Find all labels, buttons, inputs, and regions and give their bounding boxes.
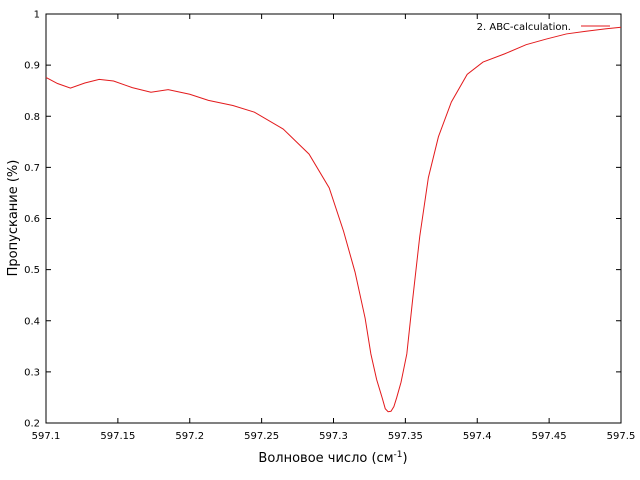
x-tick-label: 597.15	[100, 431, 135, 442]
x-tick-label: 597.1	[32, 431, 61, 442]
y-tick-label: 0.9	[24, 61, 40, 72]
legend: 2. ABC-calculation.	[477, 22, 610, 33]
y-axis-ticks: 0.2 0.3 0.4 0.5 0.6 0.7 0.8 0.9 1	[24, 10, 621, 430]
y-tick-label: 0.4	[24, 316, 40, 327]
y-tick-label: 0.8	[24, 112, 40, 123]
y-tick-label: 0.7	[24, 163, 40, 174]
x-axis-title-main: Волновое число (см	[258, 451, 393, 466]
legend-label: 2. ABC-calculation.	[477, 22, 571, 33]
series-line	[45, 26, 622, 413]
y-tick-label: 1	[34, 10, 40, 21]
x-tick-label: 597.45	[532, 431, 567, 442]
y-tick-label: 0.6	[24, 214, 40, 225]
y-axis-title: Пропускание (%)	[6, 160, 21, 277]
x-axis-title: Волновое число (см-1)	[258, 450, 407, 466]
x-axis-title-suffix: )	[402, 451, 407, 466]
x-tick-label: 597.25	[244, 431, 279, 442]
plot-frame	[45, 13, 622, 424]
x-tick-label: 597.3	[319, 431, 348, 442]
y-tick-label: 0.3	[24, 367, 40, 378]
x-axis-title-superscript: -1	[394, 450, 403, 460]
y-tick-label: 0.2	[24, 419, 40, 430]
y-tick-label: 0.5	[24, 265, 40, 276]
x-axis-ticks: 597.1 597.15 597.2 597.25 597.3 597.35 597.4 59…	[32, 14, 636, 442]
x-tick-label: 597.4	[463, 431, 492, 442]
x-tick-label: 597.35	[388, 431, 423, 442]
series-layer	[45, 26, 622, 413]
x-tick-label: 597.2	[175, 431, 204, 442]
x-tick-label: 597.5	[607, 431, 636, 442]
